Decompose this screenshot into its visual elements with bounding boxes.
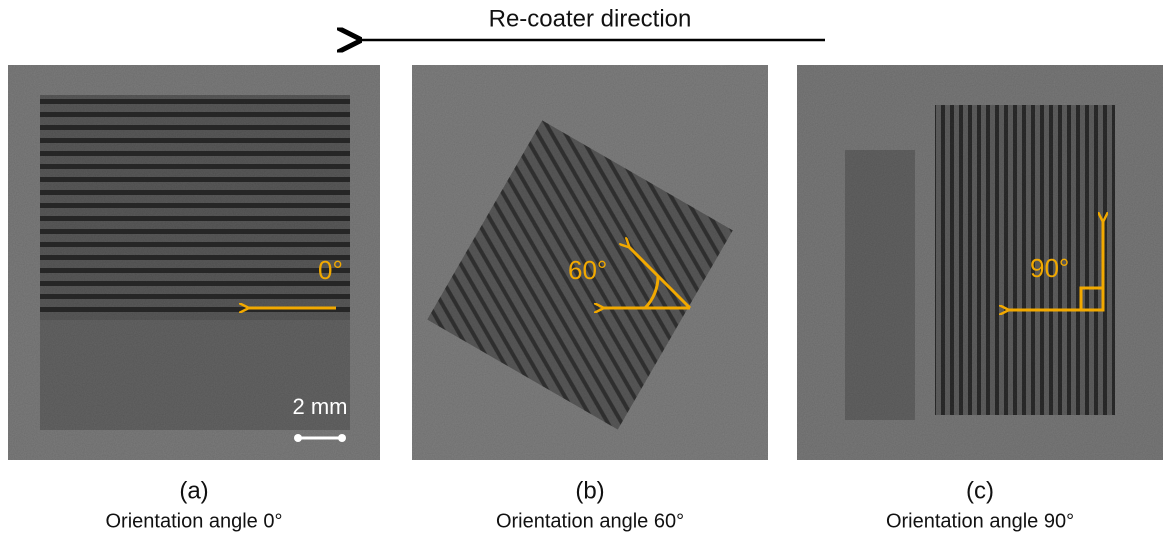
panel-label: (a) xyxy=(179,477,208,504)
scale-end xyxy=(338,434,346,442)
panel-a: 0° 2 mm (a) Orientation angle 0° xyxy=(8,65,380,532)
direction-title: Re-coater direction xyxy=(489,5,692,32)
panel-caption: Orientation angle 90° xyxy=(886,510,1074,532)
scan-area xyxy=(40,95,350,320)
panel-b: 60° (b) Orientation angle 60° xyxy=(412,65,768,532)
panel-caption: Orientation angle 60° xyxy=(496,510,684,532)
figure: Re-coater direction 0° 2 mm (a) Orientat… xyxy=(0,0,1173,538)
scale-end xyxy=(294,434,302,442)
angle-label: 60° xyxy=(568,255,607,285)
panel-caption: Orientation angle 0° xyxy=(105,510,282,532)
angle-label: 90° xyxy=(1030,253,1069,283)
panel-c: 90° (c) Orientation angle 90° xyxy=(797,65,1163,532)
scan-area xyxy=(845,150,915,420)
panel-label: (c) xyxy=(966,477,994,504)
scale-label: 2 mm xyxy=(293,394,348,419)
angle-label: 0° xyxy=(318,255,343,285)
scan-area xyxy=(935,105,1115,415)
panel-label: (b) xyxy=(575,477,604,504)
